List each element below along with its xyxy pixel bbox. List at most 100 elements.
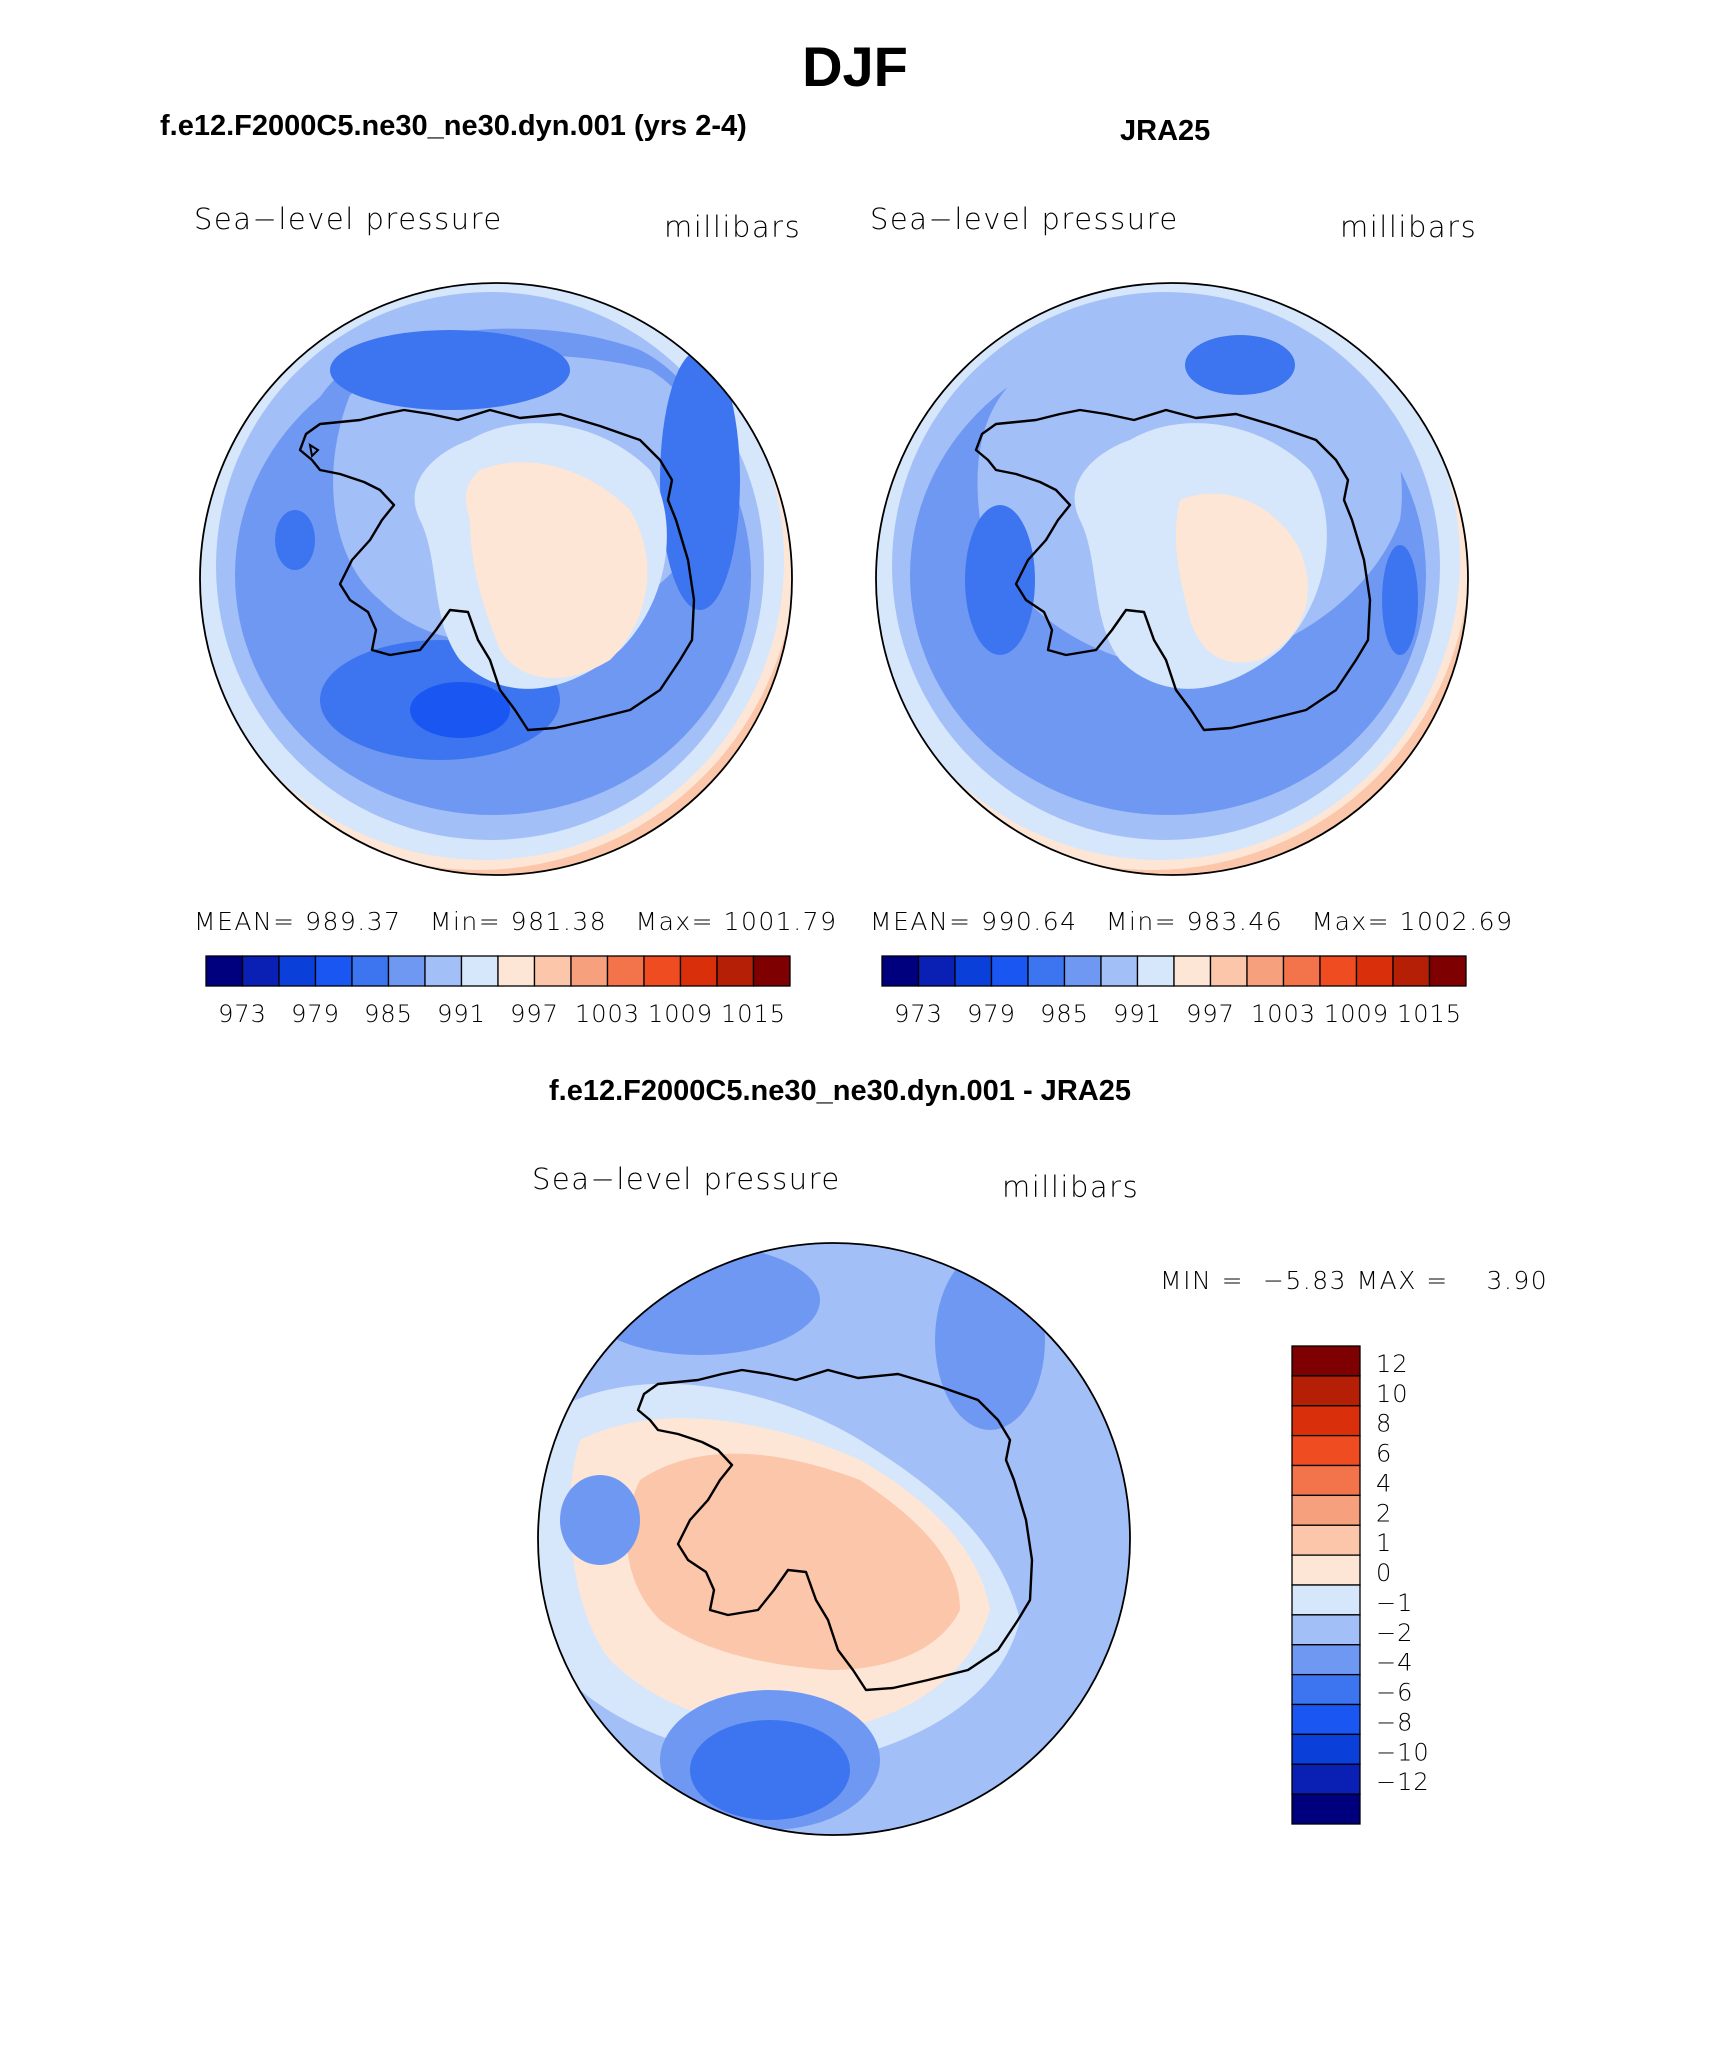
obs-colorbar-box [1027,955,1066,987]
obs-colorbar-box [1209,955,1248,987]
diff-colorbar-tick-label: 2 [1376,1499,1392,1527]
obs-colorbar-tick-label: 1009 [1324,1000,1389,1028]
diff-colorbar-tick-label: 12 [1376,1350,1409,1378]
figure-title: DJF [802,35,908,98]
obs-colorbar-box [1282,955,1321,987]
diff-colorbar-tick-label: 1 [1376,1529,1392,1557]
diff-colorbar-box [1291,1584,1361,1616]
model-island [308,442,320,459]
diff-colorbar-tick-label: −6 [1376,1679,1413,1707]
model-colorbar-boxes [205,955,791,987]
diff-panel-title: f.e12.F2000C5.ne30_ne30.dyn.001 - JRA25 [549,1075,1131,1107]
obs-max-value: 1002.69 [1399,907,1514,936]
obs-colorbar-box [1100,955,1139,987]
diff-stats: MIN = −5.83 MAX = 3.90 [1160,1266,1548,1295]
diff-variable-label: Sea−level pressure [532,1162,841,1196]
model-min-value: 981.38 [510,907,608,936]
diff-colorbar-tick-label: 0 [1376,1559,1392,1587]
obs-min-label: Min= [1105,907,1178,936]
model-colorbar-box [752,955,791,987]
diff-colorbar-boxes [1291,1345,1361,1825]
model-colorbar-box [643,955,682,987]
model-colorbar-tick-label: 997 [510,1000,559,1028]
obs-map [875,282,1469,876]
model-colorbar-box [570,955,609,987]
model-map-outline [199,282,793,876]
diff-colorbar-tick-label: −2 [1376,1619,1413,1647]
model-colorbar-box [314,955,353,987]
obs-units-label: millibars [1340,210,1478,244]
diff-map-outline [537,1242,1131,1836]
model-colorbar-box [679,955,718,987]
model-colorbar-tick-label: 1003 [575,1000,640,1028]
model-colorbar-box [460,955,499,987]
model-colorbar-tick-label: 985 [364,1000,413,1028]
model-colorbar-box [497,955,536,987]
model-colorbar-ticks: 973 979 985 991 997 1003 1009 1015 [218,1000,786,1028]
obs-max-label: Max= [1311,907,1391,936]
diff-colorbar-tick-label: −10 [1376,1738,1430,1766]
obs-colorbar-box [1355,955,1394,987]
obs-colorbar-box [1136,955,1175,987]
obs-colorbar-box [1063,955,1102,987]
obs-colorbar-box [990,955,1029,987]
obs-colorbar-box [1246,955,1285,987]
diff-max-value: 3.90 [1486,1266,1549,1295]
model-colorbar-box [351,955,390,987]
diff-colorbar-box [1291,1793,1361,1825]
model-max-value: 1001.79 [723,907,838,936]
obs-colorbar-tick-label: 1003 [1251,1000,1316,1028]
model-stats: MEAN= 989.37 Min= 981.38 Max= 1001.79 [194,907,837,936]
model-panel-title: f.e12.F2000C5.ne30_ne30.dyn.001 (yrs 2-4… [160,110,747,142]
diff-colorbar-tick-label: −8 [1376,1708,1413,1736]
model-coastline [298,408,696,732]
obs-colorbar-box [1319,955,1358,987]
model-colorbar-box [278,955,317,987]
obs-colorbar-ticks: 973 979 985 991 997 1003 1009 1015 [894,1000,1462,1028]
model-variable-label: Sea−level pressure [194,202,503,236]
model-map [199,282,793,876]
model-colorbar-tick-label: 1015 [721,1000,786,1028]
model-colorbar-tick-label: 1009 [648,1000,713,1028]
diff-colorbar-tick-label: 6 [1376,1440,1392,1468]
model-colorbar-box [205,955,244,987]
obs-colorbar: 973 979 985 991 997 1003 1009 1015 [881,955,1467,1028]
diff-colorbar-box [1291,1524,1361,1556]
diff-colorbar-tick-label: −4 [1376,1649,1413,1677]
model-colorbar-box [241,955,280,987]
diff-min-label: MIN = [1160,1266,1245,1295]
obs-panel-title: JRA25 [1120,115,1211,147]
obs-colorbar-tick-label: 1015 [1397,1000,1462,1028]
model-mean-value: 989.37 [305,907,402,936]
model-colorbar-tick-label: 979 [291,1000,340,1028]
model-colorbar-box [716,955,755,987]
obs-colorbar-box [1173,955,1212,987]
obs-colorbar-box [1428,955,1467,987]
diff-colorbar-tick-label: −1 [1376,1589,1413,1617]
diff-map [537,1242,1131,1836]
obs-colorbar-tick-label: 985 [1040,1000,1089,1028]
model-colorbar-box [387,955,426,987]
model-mean-label: MEAN= [194,907,296,936]
diff-colorbar-box [1291,1405,1361,1437]
diff-colorbar-box [1291,1703,1361,1736]
diff-colorbar-box [1291,1375,1361,1407]
obs-colorbar-box [881,955,920,987]
obs-colorbar-tick-label: 997 [1186,1000,1235,1028]
obs-min-value: 983.46 [1186,907,1284,936]
diff-colorbar-box [1291,1614,1361,1646]
model-colorbar-box [606,955,645,987]
model-colorbar: 973 979 985 991 997 1003 1009 1015 [205,955,791,1028]
obs-variable-label: Sea−level pressure [870,202,1179,236]
obs-mean-label: MEAN= [870,907,972,936]
model-colorbar-box [533,955,572,987]
obs-map-outline [875,282,1469,876]
model-max-label: Max= [635,907,715,936]
model-units-label: millibars [664,210,802,244]
diff-colorbar-tick-label: 4 [1376,1469,1392,1497]
diff-colorbar-box [1291,1673,1361,1706]
obs-colorbar-tick-label: 979 [967,1000,1016,1028]
diff-colorbar-box [1291,1464,1361,1497]
